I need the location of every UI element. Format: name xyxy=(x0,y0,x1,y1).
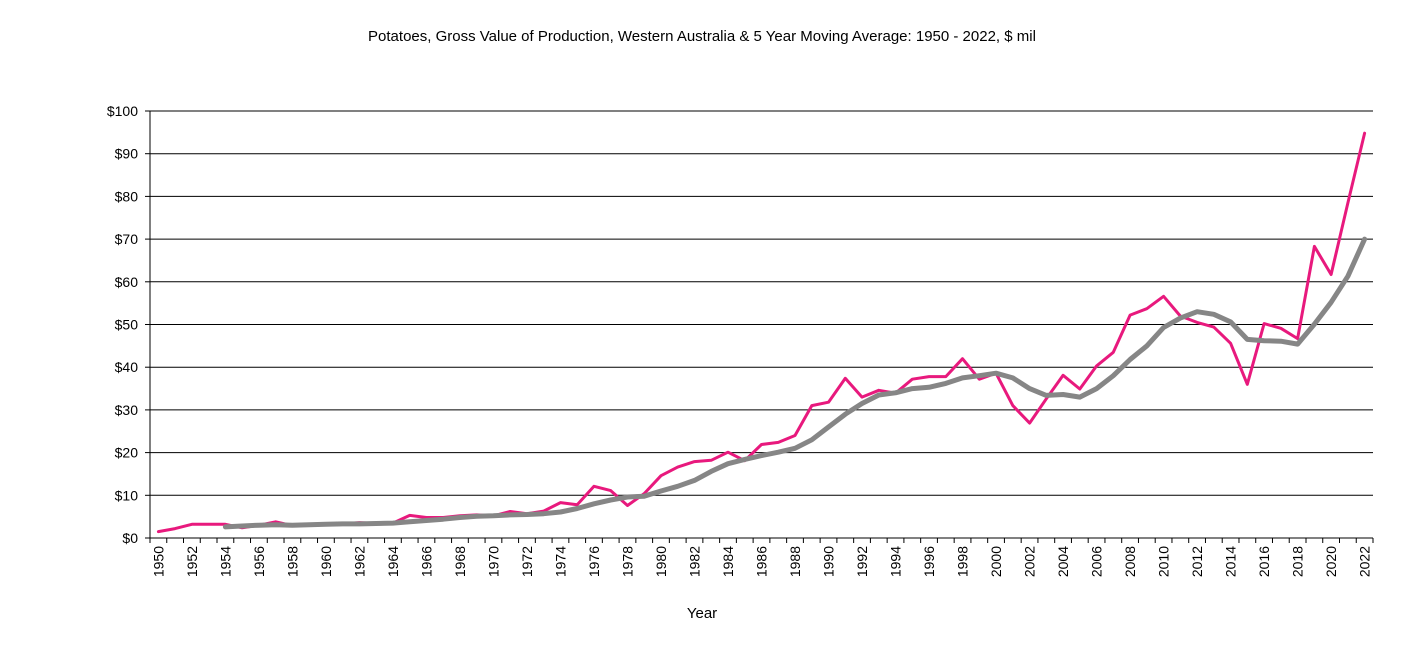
y-tick-label: $10 xyxy=(115,487,139,503)
x-tick-label: 1994 xyxy=(888,546,904,577)
y-tick-label: $70 xyxy=(115,231,139,247)
x-tick-label: 1976 xyxy=(586,546,602,577)
x-axis-ticks: 1950 1952 1954 1956 1958 1960 1962 1964 1966 1968… xyxy=(150,546,1372,577)
x-tick-label: 2022 xyxy=(1357,546,1373,577)
y-tick-label: $30 xyxy=(115,402,139,418)
x-tick-label: 1986 xyxy=(754,546,770,577)
x-tick-label: 2010 xyxy=(1156,546,1172,577)
x-tick-label: 1998 xyxy=(955,546,971,577)
x-tick-label: 2008 xyxy=(1122,546,1138,577)
x-tick-label: 2020 xyxy=(1323,546,1339,577)
x-tick-label: 1964 xyxy=(385,546,401,577)
y-tick-label: $0 xyxy=(122,530,138,546)
gross-value-line xyxy=(156,131,1367,534)
x-tick-label: 2016 xyxy=(1256,546,1272,577)
x-tick-label: 1970 xyxy=(485,546,501,577)
x-tick-label: 1960 xyxy=(318,546,334,577)
x-tick-label: 2002 xyxy=(1022,546,1038,577)
axes xyxy=(145,110,1374,543)
chart-title: Potatoes, Gross Value of Production, Wes… xyxy=(368,28,1036,45)
x-tick-label: 2000 xyxy=(988,546,1004,577)
series-lines xyxy=(156,131,1368,534)
x-tick-label: 1974 xyxy=(552,546,568,577)
y-tick-label: $100 xyxy=(107,103,138,119)
x-tick-label: 1966 xyxy=(418,546,434,577)
y-tick-label: $60 xyxy=(115,274,139,290)
x-tick-label: 2014 xyxy=(1223,546,1239,577)
x-tick-label: 2012 xyxy=(1189,546,1205,577)
moving-average-line xyxy=(222,236,1368,530)
y-tick-label: $50 xyxy=(115,317,139,333)
x-tick-label: 2006 xyxy=(1089,546,1105,577)
y-tick-label: $40 xyxy=(115,359,139,375)
y-tick-label: $80 xyxy=(115,188,139,204)
y-axis-ticks: $0 $10 $20 $30 $40 $50 $60 $70 $80 $90 $100 xyxy=(107,103,138,546)
x-tick-label: 1996 xyxy=(921,546,937,577)
x-tick-label: 1978 xyxy=(619,546,635,577)
y-tick-label: $20 xyxy=(115,445,139,461)
x-tick-label: 1988 xyxy=(787,546,803,577)
x-tick-label: 1954 xyxy=(217,546,233,577)
x-tick-label: 1968 xyxy=(452,546,468,577)
x-tick-label: 2018 xyxy=(1290,546,1306,577)
x-axis-label: Year xyxy=(686,605,718,622)
x-tick-label: 1956 xyxy=(251,546,267,577)
x-tick-label: 1984 xyxy=(720,546,736,577)
x-tick-label: 1980 xyxy=(653,546,669,577)
y-tick-label: $90 xyxy=(115,146,139,162)
x-tick-label: 1972 xyxy=(519,546,535,577)
x-tick-label: 1950 xyxy=(150,546,166,577)
x-tick-label: 1958 xyxy=(284,546,300,577)
x-tick-label: 1952 xyxy=(184,546,200,577)
x-tick-label: 1982 xyxy=(686,546,702,577)
gridlines xyxy=(150,110,1373,496)
x-tick-label: 1992 xyxy=(854,546,870,577)
x-tick-label: 1990 xyxy=(821,546,837,577)
x-tick-label: 2004 xyxy=(1055,546,1071,577)
x-tick-label: 1962 xyxy=(351,546,367,577)
